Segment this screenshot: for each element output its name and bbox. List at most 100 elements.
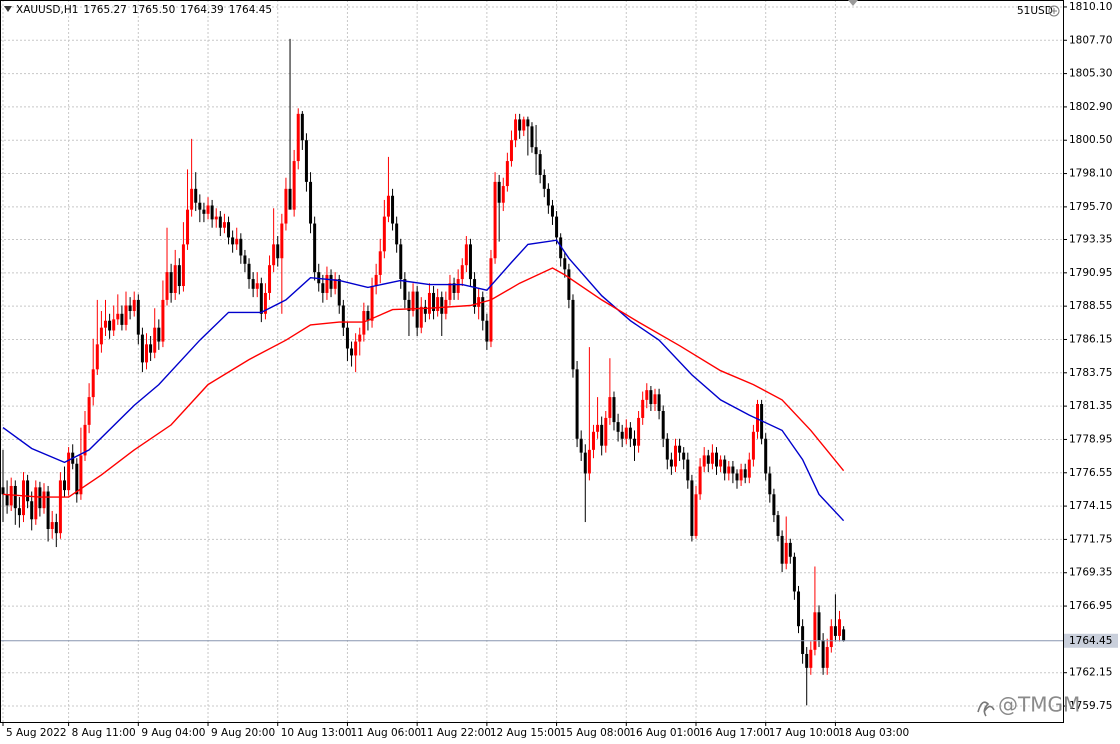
candle-body — [198, 202, 202, 210]
candle-body — [690, 480, 694, 536]
candle-body — [13, 485, 17, 509]
candle-body — [784, 542, 788, 564]
candle-body — [173, 265, 177, 293]
moving-average-line — [2, 239, 845, 522]
candle-body — [268, 265, 272, 293]
candle-body — [575, 369, 579, 439]
candle-body — [280, 223, 284, 259]
candle-body — [710, 452, 714, 464]
account-label: 51USD — [1017, 5, 1053, 17]
settings-icon-cross — [1051, 8, 1057, 14]
candle-body — [313, 223, 317, 273]
candle-body — [112, 319, 116, 331]
settings-icon[interactable] — [1048, 5, 1060, 17]
candle-body — [756, 404, 760, 432]
candle-body — [612, 397, 616, 423]
candle-body — [436, 297, 440, 312]
candle-body — [83, 424, 87, 456]
candle-body — [509, 140, 513, 162]
y-tick-label: 1810.10 — [1069, 1, 1112, 13]
candle-body — [309, 181, 313, 224]
candle-body — [723, 459, 727, 474]
candle-body — [563, 258, 567, 270]
candle-body — [190, 188, 194, 210]
candle-body — [276, 244, 280, 259]
candle-body — [95, 344, 99, 370]
candle-body — [764, 438, 768, 474]
candle-body — [427, 292, 431, 314]
candle-body — [649, 390, 653, 405]
candle-body — [456, 279, 460, 293]
candle-body — [518, 119, 522, 131]
candle-body — [579, 438, 583, 453]
candle-body — [583, 452, 587, 474]
candle-body — [149, 344, 153, 353]
candle-body — [731, 466, 735, 474]
candle-body — [296, 113, 300, 162]
candle-body — [772, 494, 776, 516]
candle-body — [706, 455, 710, 464]
candle-body — [657, 394, 661, 411]
candle-body — [108, 320, 112, 331]
candle-body — [468, 244, 472, 280]
candle-body — [497, 181, 501, 203]
candle-body — [473, 279, 477, 307]
candle-body — [805, 653, 809, 668]
candle-body — [87, 397, 91, 425]
candle-body — [337, 279, 341, 306]
moving-average-line — [2, 267, 845, 498]
candle-body — [46, 491, 50, 530]
candle-body — [776, 515, 780, 536]
candle-body — [542, 174, 546, 189]
watermark-logo — [977, 701, 995, 717]
candle-body — [333, 279, 337, 289]
candle-body — [735, 473, 739, 481]
candle-body — [362, 311, 366, 335]
y-tick-label: 1776.55 — [1069, 467, 1112, 479]
candle-body — [99, 327, 103, 345]
candle-body — [686, 459, 690, 481]
candle-body — [546, 188, 550, 206]
y-tick-label: 1769.35 — [1069, 567, 1112, 579]
candle-body — [9, 485, 13, 506]
candle-body — [391, 195, 395, 224]
y-tick-label: 1793.35 — [1069, 234, 1112, 246]
candle-body — [768, 473, 772, 495]
candle-body — [128, 305, 132, 312]
candle-body — [792, 556, 796, 592]
candle-body — [358, 334, 362, 342]
candle-body — [522, 119, 526, 131]
candle-body — [186, 209, 190, 245]
candle-body — [608, 397, 612, 418]
candle-body — [63, 480, 67, 491]
collapse-icon[interactable] — [4, 6, 12, 12]
x-tick-label: 16 Aug 01:00 — [629, 727, 700, 739]
current-price-label: 1764.45 — [1069, 635, 1112, 647]
candle-body — [284, 188, 288, 224]
candle-body — [477, 297, 481, 307]
candle-body — [382, 216, 386, 252]
candle-body — [829, 626, 833, 648]
current-price-box — [1064, 633, 1118, 648]
candle-body — [624, 427, 628, 439]
shift-marker[interactable] — [848, 0, 858, 6]
candle-body — [136, 299, 140, 335]
x-tick-label: 9 Aug 04:00 — [141, 727, 205, 739]
low-label: 1764.39 — [180, 4, 223, 16]
candle-body — [751, 431, 755, 460]
candle-body — [153, 327, 157, 353]
candle-body — [780, 535, 784, 564]
y-tick-label: 1771.75 — [1069, 533, 1112, 545]
chart-header: XAUUSD,H1 1765.27 1765.50 1764.39 1764.45 — [16, 4, 272, 16]
y-tick-label: 1795.70 — [1069, 201, 1112, 213]
y-tick-label: 1798.10 — [1069, 168, 1112, 180]
y-tick-label: 1774.15 — [1069, 500, 1112, 512]
candle-body — [727, 466, 731, 474]
candle-body — [838, 619, 842, 636]
candle-body — [485, 320, 489, 342]
y-tick-label: 1762.15 — [1069, 667, 1112, 679]
candle-body — [493, 181, 497, 259]
y-tick-label: 1790.95 — [1069, 267, 1112, 279]
candle-body — [374, 274, 378, 287]
candle-body — [354, 341, 358, 356]
